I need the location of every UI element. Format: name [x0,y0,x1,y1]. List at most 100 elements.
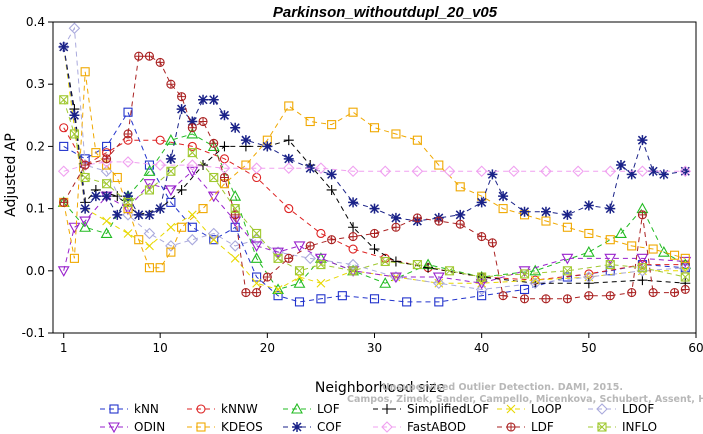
data-point-inflo [273,253,283,263]
data-point-cof [90,191,101,202]
data-point-ldof [186,233,199,246]
legend-item-ldof: LDOF [588,402,654,416]
data-point-loop [145,241,154,251]
data-point-knnw [316,228,326,239]
data-point-fastabod [186,159,199,171]
data-point-loop [123,229,133,238]
data-point-cof [133,209,144,220]
data-point-knn [102,141,112,151]
data-point-cof [626,169,637,180]
data-point-simplifiedlof [423,262,434,273]
x-tick-label: 40 [474,341,489,355]
data-point-inflo [316,260,326,270]
data-point-cof [326,169,337,180]
data-point-ldf [305,241,315,251]
legend-marker-knn [109,404,119,414]
data-point-ldof [250,233,263,246]
data-point-loop [252,278,262,288]
data-point-lof [293,277,306,288]
data-point-cof [369,203,380,214]
data-point-inflo [230,204,240,214]
x-tick-label: 50 [581,341,596,355]
data-point-cof [80,203,91,214]
data-point-inflo [144,185,154,195]
data-point-fastabod [347,165,359,178]
data-point-cof [583,200,594,211]
data-point-knn [369,294,380,304]
data-point-knn [252,272,262,282]
data-point-ldf [144,51,154,61]
data-point-ldof [433,277,445,290]
data-point-knn [316,294,326,304]
data-point-knnw [155,135,165,145]
data-point-lof [143,165,156,176]
data-point-kdeos [284,101,294,111]
data-point-inflo [348,266,358,276]
data-point-odin [143,179,156,190]
data-point-ldf [241,288,251,298]
data-point-lof [615,227,627,239]
data-point-inflo [166,166,176,176]
data-point-kdeos [69,253,79,263]
y-tick-label: 0.2 [26,139,45,153]
data-point-kdeos [680,253,690,263]
data-point-inflo [680,272,690,282]
data-point-cof [198,94,209,105]
data-point-fastabod [636,165,649,178]
series-line-simplifiedlof [63,46,686,284]
data-point-ldf [541,294,551,304]
data-point-odin [186,166,199,178]
data-point-cof [58,41,69,52]
series-inflo [59,95,690,282]
data-point-knn [59,141,69,151]
data-point-ldof [143,227,156,240]
legend-label-odin: ODIN [134,420,165,434]
series-lof [57,127,692,295]
data-point-ldf [198,116,208,127]
data-point-knn [230,222,240,232]
series-line-knn [63,111,686,303]
data-point-knnw [348,244,358,254]
data-point-simplifiedlof [219,141,230,152]
legend-label-fastabod: FastABOD [407,420,466,434]
data-point-kdeos [91,148,101,158]
data-point-ldf [369,228,380,239]
y-tick-label: 0.3 [26,77,45,91]
legend-marker-cof [292,422,302,432]
legend-item-knn: kNN [100,402,159,416]
data-point-ldof [529,277,542,290]
data-point-fastabod [379,165,391,178]
series-line-lof [63,133,686,291]
data-point-knn [123,107,133,117]
data-point-odin [164,185,177,197]
data-point-ldf [209,138,219,148]
data-point-fastabod [443,165,456,178]
legend-marker-odin [108,422,120,434]
data-point-ldf [670,288,680,298]
data-point-fastabod [411,165,424,178]
data-point-cof [637,135,648,146]
data-point-odin [68,222,81,234]
data-point-ldf [219,172,230,183]
data-point-simplifiedlof [637,275,648,286]
data-point-knn [337,291,347,301]
data-point-odin [57,266,70,277]
data-point-cof [648,166,659,177]
data-point-inflo [102,179,112,189]
data-point-knnw [284,204,294,214]
data-point-lof [250,252,263,263]
data-point-inflo [187,148,197,158]
data-point-inflo [69,129,79,139]
series-line-odin [63,170,686,284]
y-tick-label: 0.1 [26,202,45,216]
legend-item-fastabod: FastABOD [373,420,466,434]
data-point-fastabod [250,162,263,174]
data-point-lof [186,127,199,139]
legend-label-cof: COF [317,420,342,434]
data-point-cof [658,169,669,180]
legend-label-kdeos: KDEOS [221,420,263,434]
series-line-kdeos [63,71,686,269]
data-point-fastabod [282,162,295,174]
data-point-ldf [477,232,487,242]
data-point-fastabod [122,156,134,168]
